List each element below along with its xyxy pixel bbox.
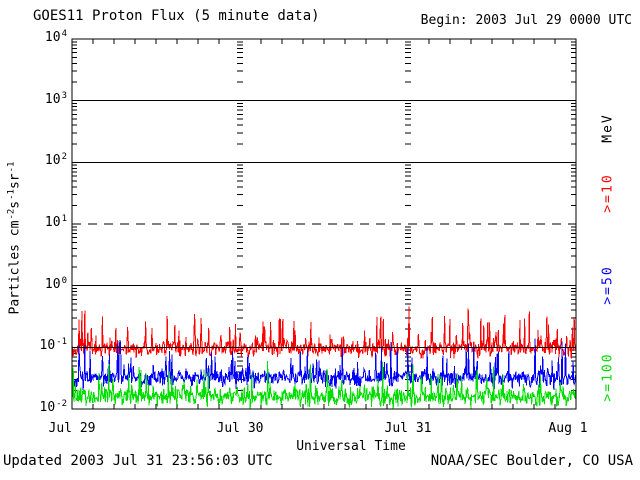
series-100MeV [71,361,577,410]
y-axis-title: Particles cm-2s-1sr-1 [6,161,23,315]
chart-title: GOES11 Proton Flux (5 minute data) [33,8,320,24]
plot-border [71,38,577,410]
y-axis-title-exponent: -2 [6,208,17,220]
y-axis-title-exponent: -1 [6,189,17,200]
updated-timestamp: Updated 2003 Jul 31 23:56:03 UTC [3,453,273,469]
y-axis-title-text: sr [7,173,23,190]
source-attribution: NOAA/SEC Boulder, CO USA [430,453,633,469]
x-axis-title: Universal Time [296,439,406,454]
y-axis-title-text: Particles cm [7,220,23,315]
begin-timestamp: Begin: 2003 Jul 29 0000 UTC [420,13,632,28]
y-axis-title-exponent: -1 [6,161,17,173]
series-10MeV [71,306,577,359]
series-50MeV [71,338,577,391]
